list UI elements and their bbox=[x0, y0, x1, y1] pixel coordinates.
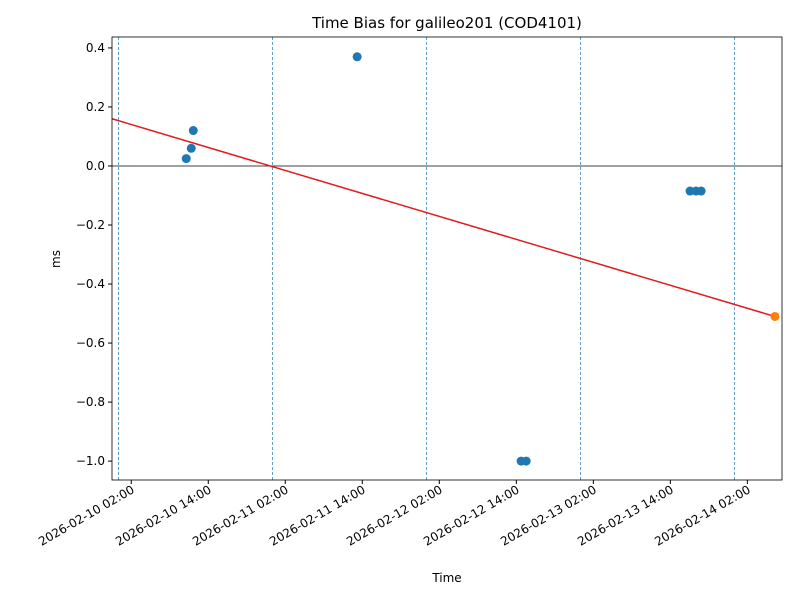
point bbox=[521, 456, 531, 466]
point bbox=[352, 52, 362, 62]
y-tick-label: −0.8 bbox=[76, 395, 105, 409]
plot-frame bbox=[111, 36, 783, 481]
fit-line bbox=[111, 118, 776, 318]
point bbox=[188, 126, 198, 136]
y-tick-label: 0.2 bbox=[86, 100, 105, 114]
chart-title: Time Bias for galileo201 (COD4101) bbox=[311, 14, 582, 32]
point bbox=[181, 154, 191, 164]
y-tick-label: −0.6 bbox=[76, 336, 105, 350]
y-tick-label: 0.4 bbox=[86, 41, 105, 55]
y-tick-label: −0.4 bbox=[76, 277, 105, 291]
y-tick-label: −0.2 bbox=[76, 218, 105, 232]
x-axis-label: Time bbox=[431, 571, 461, 585]
point bbox=[186, 143, 196, 153]
y-axis-label: ms bbox=[49, 250, 63, 268]
point bbox=[770, 311, 780, 321]
point bbox=[696, 186, 706, 196]
y-tick-label: −1.0 bbox=[76, 454, 105, 468]
y-tick-label: 0.0 bbox=[86, 159, 105, 173]
